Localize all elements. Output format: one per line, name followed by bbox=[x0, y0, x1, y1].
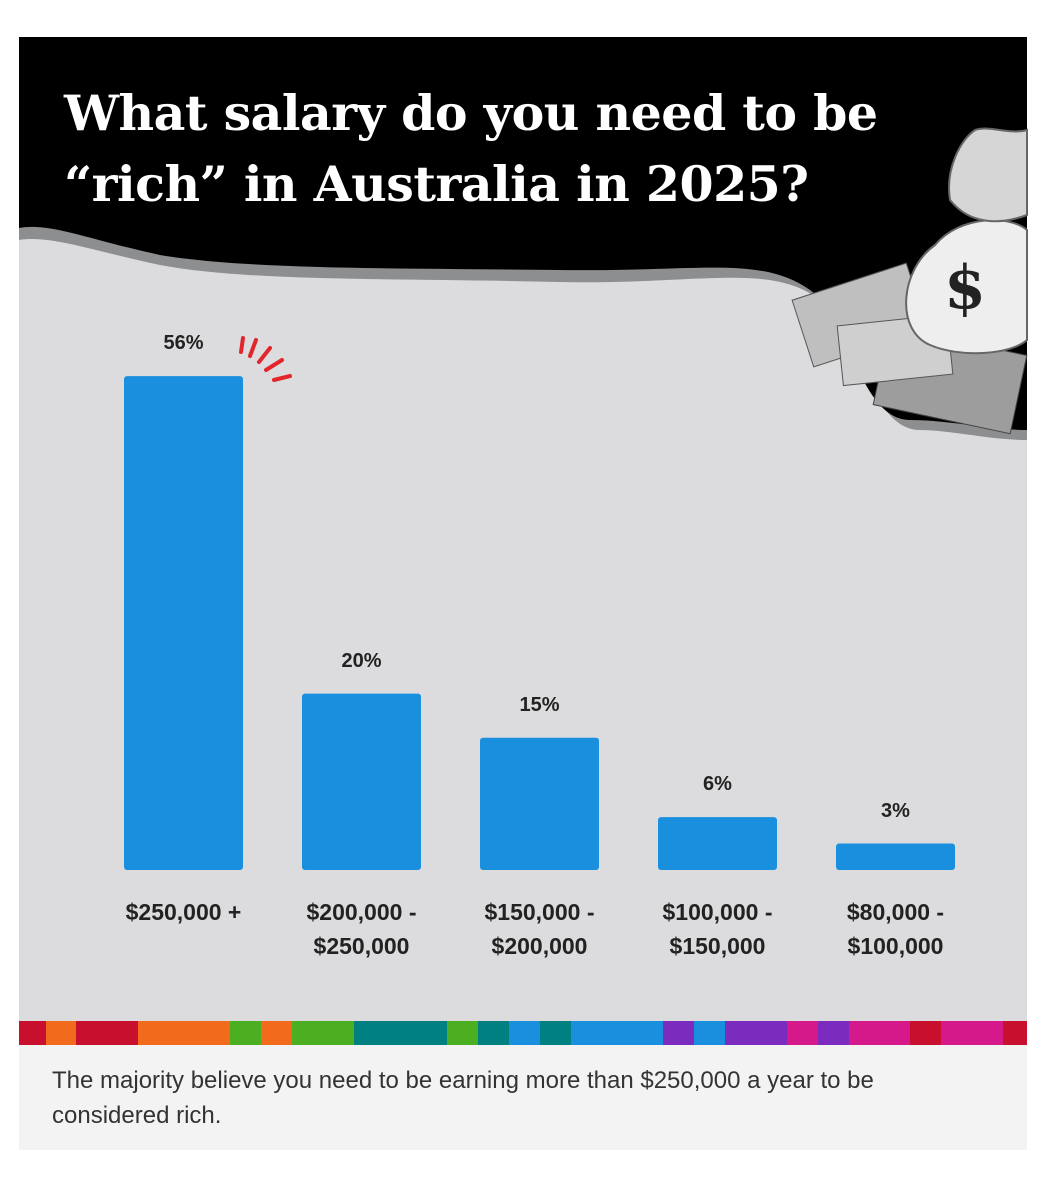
bar bbox=[124, 376, 243, 870]
value-label: 15% bbox=[519, 693, 560, 716]
x-tick-label: $200,000 - $250,000 bbox=[306, 899, 417, 959]
bar bbox=[658, 817, 777, 870]
value-label: 6% bbox=[703, 773, 732, 796]
bar bbox=[480, 737, 599, 870]
x-tick-label: $250,000 + bbox=[125, 899, 242, 925]
chart-title: What salary do you need to be “rich” in … bbox=[64, 84, 878, 213]
x-tick-label: $80,000 - $100,000 bbox=[846, 899, 945, 959]
bar bbox=[836, 843, 955, 870]
value-label: 20% bbox=[341, 649, 382, 672]
svg-text:$: $ bbox=[944, 253, 986, 323]
header-background bbox=[19, 37, 1027, 430]
bar bbox=[302, 693, 421, 870]
caption: The majority believe you need to be earn… bbox=[19, 1045, 1027, 1150]
value-label: 56% bbox=[163, 332, 204, 355]
value-label: 3% bbox=[881, 799, 910, 822]
x-tick-label: $150,000 - $200,000 bbox=[484, 899, 595, 959]
x-tick-label: $100,000 - $150,000 bbox=[662, 899, 773, 959]
money-illustration: $ bbox=[791, 127, 1028, 435]
emphasis-marks bbox=[239, 336, 292, 382]
color-stripe bbox=[19, 1021, 1027, 1045]
